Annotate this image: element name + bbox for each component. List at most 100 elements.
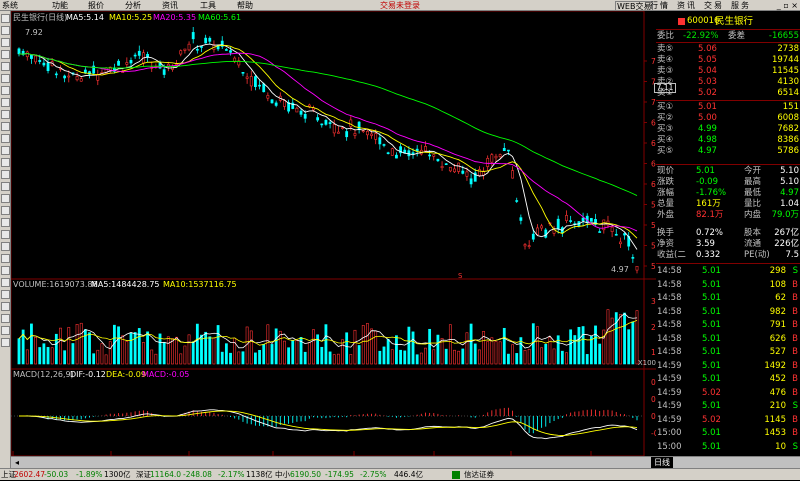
volume-bar [34, 336, 37, 365]
trade-tick-row[interactable]: 14:58 5.01 298 S [656, 266, 800, 277]
quote-stat-row[interactable]: 涨跌 -0.09 最高 5.10 [656, 177, 800, 188]
menu-market-2[interactable]: 情 [660, 1, 668, 10]
quote-stat-row[interactable]: 换手 0.72% 股本 267亿 [656, 228, 800, 239]
toolbar-tool-icon[interactable] [1, 86, 10, 95]
buy-level-row[interactable]: 买④ 4.98 8386 [656, 135, 800, 146]
trade-tick-row[interactable]: 14:59 5.02 476 B [656, 388, 800, 399]
menu-system[interactable]: 系统 [2, 1, 18, 10]
menu-function[interactable]: 功能 [52, 1, 68, 10]
toolbar-tool-icon[interactable] [1, 266, 10, 275]
sell-level-row[interactable]: 卖④ 5.05 19744 [656, 55, 800, 66]
menu-service-1[interactable]: 服 [731, 1, 739, 10]
toolbar-tool-icon[interactable] [1, 182, 10, 191]
candle-body [465, 171, 469, 177]
tick-volume: 791 [769, 320, 786, 330]
menu-info-2[interactable]: 讯 [687, 1, 695, 10]
trade-tick-row[interactable]: 14:59 5.01 452 B [656, 374, 800, 385]
toolbar-tool-icon[interactable] [1, 206, 10, 215]
buy-level-row[interactable]: 买③ 4.99 7682 [656, 124, 800, 135]
trade-tick-row[interactable]: 14:59 5.01 1492 B [656, 361, 800, 372]
toolbar-tool-icon[interactable] [1, 254, 10, 263]
order-level-label: 卖⑤ [657, 44, 674, 54]
toolbar-tool-icon[interactable] [1, 194, 10, 203]
trade-tick-row[interactable]: 14:59 5.02 1145 B [656, 415, 800, 426]
toolbar-tool-icon[interactable] [1, 242, 10, 251]
trade-tick-row[interactable]: 14:58 5.01 108 B [656, 280, 800, 291]
sell-level-row[interactable]: 卖⑤ 5.06 2738 [656, 44, 800, 55]
window-controls[interactable]: _ ▫ × [776, 1, 798, 10]
quote-stat-row[interactable]: 涨幅 -1.76% 最低 4.97 [656, 188, 800, 199]
toolbar-tool-icon[interactable] [1, 14, 10, 23]
toolbar-tool-icon[interactable] [1, 314, 10, 323]
sell-level-row[interactable]: 卖③ 5.04 11545 [656, 66, 800, 77]
menu-analysis[interactable]: 分析 [125, 1, 141, 10]
sell-level-row[interactable]: 卖② 5.03 4130 [656, 77, 800, 88]
tab-daily[interactable]: 日线 [651, 457, 673, 469]
toolbar-tool-icon[interactable] [1, 50, 10, 59]
volume-bar [527, 348, 531, 365]
menu-market-1[interactable]: 行 [650, 1, 658, 10]
toolbar-tool-icon[interactable] [1, 338, 10, 347]
menu-help[interactable]: 帮助 [237, 1, 253, 10]
candle-body [195, 48, 199, 51]
candle-body [146, 54, 149, 58]
candle-body [598, 231, 602, 233]
trade-tick-row[interactable]: 15:00 5.01 10 S [656, 442, 800, 453]
toolbar-tool-icon[interactable] [1, 62, 10, 71]
toolbar-tool-icon[interactable] [1, 110, 10, 119]
menu-news[interactable]: 资讯 [162, 1, 178, 10]
quote-stat-row[interactable]: 外盘 82.1万 内盘 79.0万 [656, 210, 800, 221]
volume-ma5-label: MA5:1484428.75 [91, 280, 160, 289]
menu-trade-1[interactable]: 交 [704, 1, 712, 10]
quote-stat-row[interactable]: 收益(二 0.332 PE(动) 7.5 [656, 250, 800, 261]
quote-stat-row[interactable]: 现价 5.01 今开 5.10 [656, 166, 800, 177]
volume-bar [386, 338, 390, 365]
buy-level-row[interactable]: 买⑤ 4.97 5786 [656, 146, 800, 157]
toolbar-tool-icon[interactable] [1, 218, 10, 227]
trade-tick-row[interactable]: 14:58 5.01 527 B [656, 347, 800, 358]
buy-level-row[interactable]: 买② 5.00 6008 [656, 113, 800, 124]
menu-tools[interactable]: 工具 [200, 1, 216, 10]
toolbar-tool-icon[interactable] [1, 170, 10, 179]
toolbar-tool-icon[interactable] [1, 74, 10, 83]
toolbar-tool-icon[interactable] [1, 278, 10, 287]
toolbar-tool-icon[interactable] [1, 26, 10, 35]
scroll-left-icon[interactable]: ◂ [14, 458, 19, 467]
toolbar-tool-icon[interactable] [1, 290, 10, 299]
volume-bar [469, 323, 473, 365]
toolbar-tool-icon[interactable] [1, 230, 10, 239]
toolbar-tool-icon[interactable] [1, 158, 10, 167]
order-price: 5.03 [698, 77, 717, 87]
kline-chart[interactable]: 7.50 7.25 7.00 6.75 6.50 6.25 6.00 5.75 5.50 5.25… [11, 11, 656, 456]
toolbar-tool-icon[interactable] [1, 122, 10, 131]
volume-bar [345, 332, 349, 365]
menu-trade-2[interactable]: 易 [714, 1, 722, 10]
sz-pct: -2.17% [218, 470, 245, 479]
toolbar-tool-icon[interactable] [1, 98, 10, 107]
trade-tick-row[interactable]: 14:59 5.01 210 S [656, 401, 800, 412]
tick-volume: 1492 [764, 360, 786, 371]
volume-ma10-label: MA10:1537116.75 [163, 280, 237, 289]
quote-stat-row[interactable]: 总量 161万 量比 1.04 [656, 199, 800, 210]
trade-tick-row[interactable]: 15:00 5.01 1453 B [656, 428, 800, 439]
buy-level-row[interactable]: 买① 5.01 151 [656, 102, 800, 113]
toolbar-tool-icon[interactable] [1, 146, 10, 155]
trade-tick-row[interactable]: 14:58 5.01 62 B [656, 293, 800, 304]
quote-stat-row[interactable]: 净资 3.59 流通 226亿 [656, 239, 800, 250]
toolbar-tool-icon[interactable] [1, 38, 10, 47]
trade-tick-row[interactable]: 14:58 5.01 791 B [656, 320, 800, 331]
menu-service-2[interactable]: 务 [741, 1, 749, 10]
sell-level-row[interactable]: 卖① 5.02 6514 [656, 88, 800, 99]
trade-tick-row[interactable]: 14:58 5.01 982 B [656, 307, 800, 318]
candle-body [519, 217, 523, 221]
trade-tick-row[interactable]: 14:58 5.01 626 B [656, 334, 800, 345]
toolbar-tool-icon[interactable] [1, 326, 10, 335]
volume-bar [266, 324, 270, 365]
menu-quote[interactable]: 报价 [88, 1, 104, 10]
candle-body [258, 84, 261, 87]
menu-info-1[interactable]: 资 [677, 1, 685, 10]
toolbar-tool-icon[interactable] [1, 302, 10, 311]
toolbar-tool-icon[interactable] [1, 134, 10, 143]
zx-label: 中小 [275, 470, 290, 479]
tick-price: 5.01 [702, 428, 721, 438]
